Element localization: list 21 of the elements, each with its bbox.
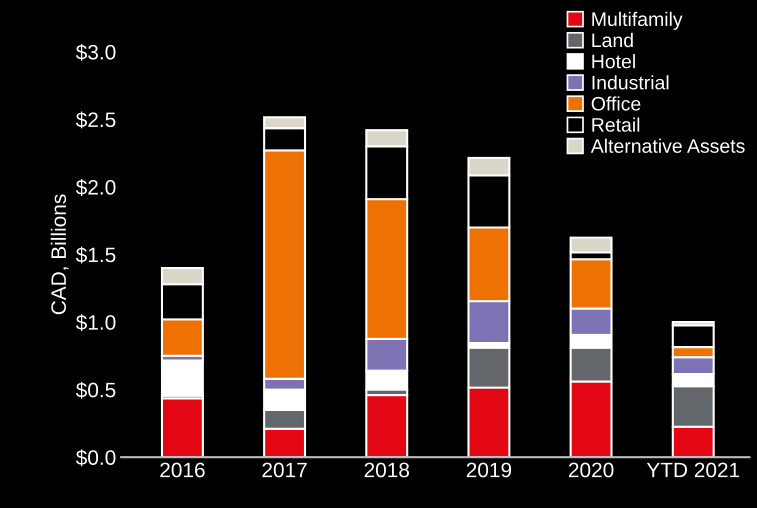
legend-label: Alternative Assets (590, 138, 745, 153)
y-tick-label: $1.5 (76, 246, 116, 264)
legend-label: Land (592, 32, 633, 48)
x-tick-label: 2016 (160, 462, 205, 478)
legend-label: Office (592, 96, 640, 111)
y-tick-label: $1.0 (76, 314, 116, 332)
legend-label: Hotel (592, 54, 635, 68)
legend-label: Industrial (592, 75, 668, 90)
y-tick-label: $0.0 (76, 449, 116, 466)
y-axis-title: CAD, Billions (50, 194, 69, 314)
x-tick-label: 2018 (364, 462, 410, 478)
x-tick-label: 2020 (568, 462, 614, 478)
y-tick-label: $2.5 (76, 112, 116, 128)
y-tick-label: $2.0 (76, 179, 116, 196)
legend-label: Multifamily (592, 12, 683, 30)
y-tick-label: $3.0 (76, 44, 116, 61)
legend-label: Retail (592, 118, 640, 132)
y-tick-label: $0.5 (76, 382, 116, 399)
x-tick-label: 2019 (466, 462, 512, 478)
x-tick-label: YTD 2021 (646, 462, 740, 478)
x-tick-label: 2017 (262, 462, 307, 478)
